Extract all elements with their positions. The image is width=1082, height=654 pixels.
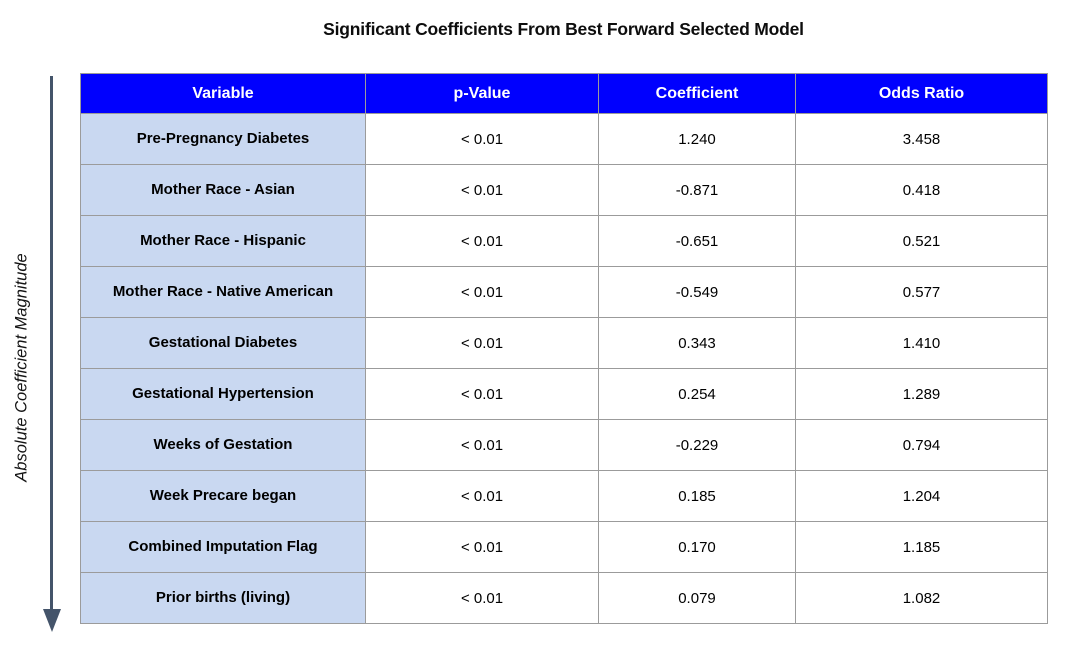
table-body: Pre-Pregnancy Diabetes < 0.01 1.240 3.458 Mo… bbox=[80, 113, 1048, 624]
variable-cell: Gestational Diabetes bbox=[80, 317, 366, 369]
p-value-cell: < 0.01 bbox=[365, 572, 599, 624]
table-row: Week Precare began < 0.01 0.185 1.204 bbox=[80, 470, 1048, 522]
table-row: Mother Race - Asian < 0.01 -0.871 0.418 bbox=[80, 164, 1048, 216]
table-row: Gestational Hypertension < 0.01 0.254 1.289 bbox=[80, 368, 1048, 420]
coefficient-cell: 0.170 bbox=[598, 521, 796, 573]
coefficient-cell: -0.549 bbox=[598, 266, 796, 318]
arrow-shaft bbox=[50, 76, 53, 610]
arrow-down-icon bbox=[43, 609, 61, 632]
odds-ratio-cell: 0.418 bbox=[795, 164, 1048, 216]
col-header-variable: Variable bbox=[80, 73, 366, 114]
y-axis: Absolute Coefficient Magnitude bbox=[0, 100, 44, 634]
odds-ratio-cell: 1.410 bbox=[795, 317, 1048, 369]
variable-cell: Pre-Pregnancy Diabetes bbox=[80, 113, 366, 165]
variable-cell: Mother Race - Asian bbox=[80, 164, 366, 216]
p-value-cell: < 0.01 bbox=[365, 266, 599, 318]
coefficient-cell: 1.240 bbox=[598, 113, 796, 165]
table-row: Combined Imputation Flag < 0.01 0.170 1.185 bbox=[80, 521, 1048, 573]
odds-ratio-cell: 3.458 bbox=[795, 113, 1048, 165]
p-value-cell: < 0.01 bbox=[365, 470, 599, 522]
coefficients-table: Variable p-Value Coefficient Odds Ratio … bbox=[80, 73, 1048, 624]
col-header-odds-ratio: Odds Ratio bbox=[795, 73, 1048, 114]
variable-cell: Gestational Hypertension bbox=[80, 368, 366, 420]
odds-ratio-cell: 1.289 bbox=[795, 368, 1048, 420]
table-header-row: Variable p-Value Coefficient Odds Ratio bbox=[80, 73, 1048, 114]
variable-cell: Week Precare began bbox=[80, 470, 366, 522]
p-value-cell: < 0.01 bbox=[365, 317, 599, 369]
p-value-cell: < 0.01 bbox=[365, 419, 599, 471]
coefficient-cell: 0.343 bbox=[598, 317, 796, 369]
p-value-cell: < 0.01 bbox=[365, 215, 599, 267]
table-row: Mother Race - Native American < 0.01 -0.54… bbox=[80, 266, 1048, 318]
variable-cell: Mother Race - Native American bbox=[80, 266, 366, 318]
odds-ratio-cell: 0.521 bbox=[795, 215, 1048, 267]
odds-ratio-cell: 1.082 bbox=[795, 572, 1048, 624]
odds-ratio-cell: 0.794 bbox=[795, 419, 1048, 471]
odds-ratio-cell: 0.577 bbox=[795, 266, 1048, 318]
coefficient-cell: 0.254 bbox=[598, 368, 796, 420]
table-row: Prior births (living) < 0.01 0.079 1.082 bbox=[80, 572, 1048, 624]
coefficient-cell: 0.079 bbox=[598, 572, 796, 624]
y-axis-label: Absolute Coefficient Magnitude bbox=[12, 252, 31, 482]
col-header-coefficient: Coefficient bbox=[598, 73, 796, 114]
odds-ratio-cell: 1.204 bbox=[795, 470, 1048, 522]
variable-cell: Combined Imputation Flag bbox=[80, 521, 366, 573]
coefficient-cell: -0.229 bbox=[598, 419, 796, 471]
coefficient-cell: 0.185 bbox=[598, 470, 796, 522]
table-row: Gestational Diabetes < 0.01 0.343 1.410 bbox=[80, 317, 1048, 369]
table-row: Mother Race - Hispanic < 0.01 -0.651 0.521 bbox=[80, 215, 1048, 267]
variable-cell: Mother Race - Hispanic bbox=[80, 215, 366, 267]
p-value-cell: < 0.01 bbox=[365, 113, 599, 165]
variable-cell: Weeks of Gestation bbox=[80, 419, 366, 471]
coefficient-cell: -0.651 bbox=[598, 215, 796, 267]
col-header-p-value: p-Value bbox=[365, 73, 599, 114]
table-row: Pre-Pregnancy Diabetes < 0.01 1.240 3.458 bbox=[80, 113, 1048, 165]
odds-ratio-cell: 1.185 bbox=[795, 521, 1048, 573]
p-value-cell: < 0.01 bbox=[365, 368, 599, 420]
variable-cell: Prior births (living) bbox=[80, 572, 366, 624]
p-value-cell: < 0.01 bbox=[365, 521, 599, 573]
coefficient-cell: -0.871 bbox=[598, 164, 796, 216]
p-value-cell: < 0.01 bbox=[365, 164, 599, 216]
table-row: Weeks of Gestation < 0.01 -0.229 0.794 bbox=[80, 419, 1048, 471]
figure-title: Significant Coefficients From Best Forwa… bbox=[323, 19, 804, 39]
